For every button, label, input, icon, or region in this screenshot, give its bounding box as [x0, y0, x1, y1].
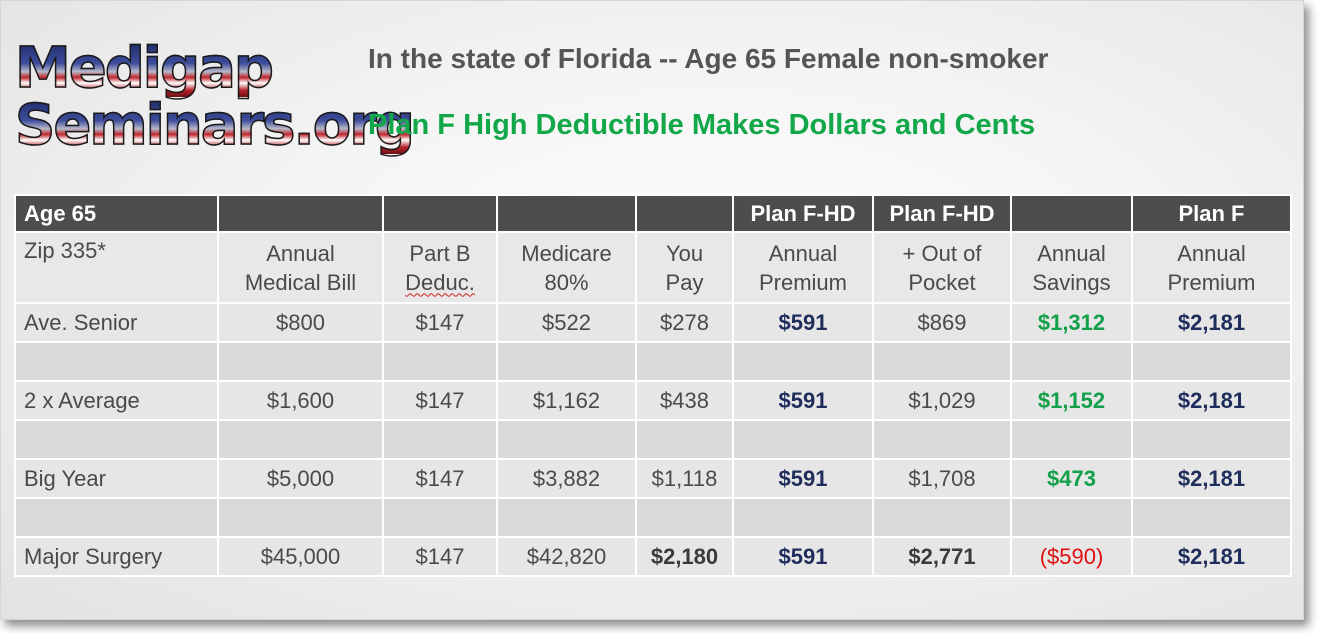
table-row: Ave. Senior $800 $147 $522 $278 $591 $86…	[14, 302, 1292, 343]
header-cell	[1010, 194, 1133, 233]
column-label: Medicare 80%	[496, 231, 637, 304]
part-b-cell: $147	[382, 536, 498, 577]
column-label: Annual Premium	[732, 231, 874, 304]
you-pay-cell: $278	[635, 302, 734, 343]
medical-bill-cell: $45,000	[217, 536, 384, 577]
column-label: Annual Medical Bill	[217, 231, 384, 304]
column-label: Part B Deduc.	[382, 231, 498, 304]
medicare-cell: $1,162	[496, 380, 637, 421]
table-row: Big Year $5,000 $147 $3,882 $1,118 $591 …	[14, 458, 1292, 499]
logo-line-1: Medigap	[14, 36, 274, 101]
part-b-cell: $147	[382, 302, 498, 343]
f-premium-cell: $2,181	[1131, 302, 1292, 343]
column-label: Annual Savings	[1010, 231, 1133, 304]
header-cell	[217, 194, 384, 233]
out-of-pocket-cell: $1,029	[872, 380, 1012, 421]
savings-cell: $1,152	[1010, 380, 1133, 421]
fhd-premium-cell: $591	[732, 536, 874, 577]
spacer-row	[14, 419, 1292, 460]
savings-cell: $473	[1010, 458, 1133, 499]
spacer-row	[14, 341, 1292, 382]
slide: Medigap Seminars.org In the state of Flo…	[0, 0, 1304, 620]
logo-line-2: Seminars.org	[14, 93, 415, 158]
medical-bill-cell: $5,000	[217, 458, 384, 499]
header-cell: Plan F-HD	[732, 194, 874, 233]
spacer-row	[14, 497, 1292, 538]
table-row: Major Surgery $45,000 $147 $42,820 $2,18…	[14, 536, 1292, 577]
fhd-premium-cell: $591	[732, 458, 874, 499]
row-label: Major Surgery	[14, 536, 219, 577]
row-label: 2 x Average	[14, 380, 219, 421]
zip-label: Zip 335*	[14, 231, 219, 304]
header-cell	[382, 194, 498, 233]
page-subtitle: Plan F High Deductible Makes Dollars and…	[368, 109, 1036, 141]
you-pay-cell: $2,180	[635, 536, 734, 577]
savings-cell: ($590)	[1010, 536, 1133, 577]
page-title: In the state of Florida -- Age 65 Female…	[368, 43, 1049, 74]
row-label: Big Year	[14, 458, 219, 499]
out-of-pocket-cell: $869	[872, 302, 1012, 343]
plan-comparison-table: Age 65 Plan F-HD Plan F-HD Plan F Zip 33…	[14, 194, 1292, 577]
column-label: You Pay	[635, 231, 734, 304]
you-pay-cell: $438	[635, 380, 734, 421]
f-premium-cell: $2,181	[1131, 536, 1292, 577]
fhd-premium-cell: $591	[732, 302, 874, 343]
f-premium-cell: $2,181	[1131, 458, 1292, 499]
header-cell	[496, 194, 637, 233]
medigap-seminars-logo: Medigap Seminars.org	[14, 36, 415, 159]
out-of-pocket-cell: $2,771	[872, 536, 1012, 577]
out-of-pocket-cell: $1,708	[872, 458, 1012, 499]
header-cell: Age 65	[14, 194, 219, 233]
medicare-cell: $42,820	[496, 536, 637, 577]
table-row: 2 x Average $1,600 $147 $1,162 $438 $591…	[14, 380, 1292, 421]
fhd-premium-cell: $591	[732, 380, 874, 421]
f-premium-cell: $2,181	[1131, 380, 1292, 421]
column-label: Annual Premium	[1131, 231, 1292, 304]
header-cell: Plan F-HD	[872, 194, 1012, 233]
savings-cell: $1,312	[1010, 302, 1133, 343]
medicare-cell: $522	[496, 302, 637, 343]
medical-bill-cell: $800	[217, 302, 384, 343]
column-label-row: Zip 335* Annual Medical Bill Part B Deduc.…	[14, 231, 1292, 304]
medical-bill-cell: $1,600	[217, 380, 384, 421]
row-label: Ave. Senior	[14, 302, 219, 343]
you-pay-cell: $1,118	[635, 458, 734, 499]
table-header-row: Age 65 Plan F-HD Plan F-HD Plan F	[14, 194, 1292, 233]
header-cell: Plan F	[1131, 194, 1292, 233]
header-cell	[635, 194, 734, 233]
medicare-cell: $3,882	[496, 458, 637, 499]
part-b-cell: $147	[382, 458, 498, 499]
column-label: + Out of Pocket	[872, 231, 1012, 304]
part-b-cell: $147	[382, 380, 498, 421]
